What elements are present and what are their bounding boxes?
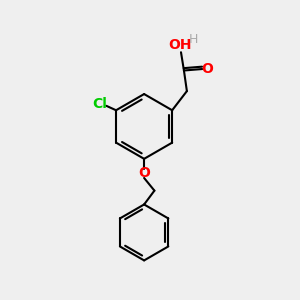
Text: H: H <box>189 33 198 46</box>
Text: Cl: Cl <box>92 98 107 111</box>
Text: OH: OH <box>168 38 191 52</box>
Text: O: O <box>202 62 213 76</box>
Text: O: O <box>138 166 150 180</box>
